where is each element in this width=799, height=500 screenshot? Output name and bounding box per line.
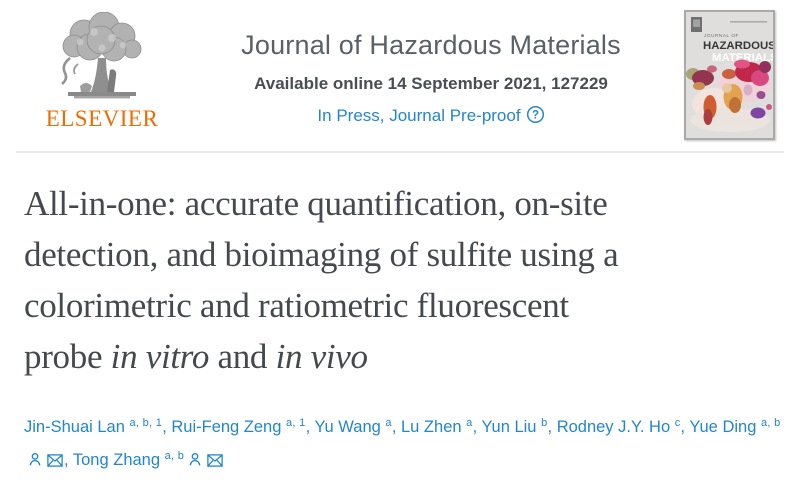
title-italic-segment: in vitro [110, 337, 210, 376]
author-affiliation-sup: a, b [164, 450, 185, 462]
journal-header: Journal of Hazardous Materials Available… [178, 10, 684, 129]
envelope-icon[interactable] [207, 454, 223, 467]
journal-title: Journal of Hazardous Materials [241, 30, 621, 60]
author-affiliation-sup: b [541, 417, 548, 429]
article-title-line: All-in-one: accurate quantification, on-… [24, 178, 779, 229]
header-divider [16, 151, 784, 153]
inpress-row: In Press, Journal Pre-proof? [178, 105, 684, 129]
author-affiliation-sup: a, 1 [286, 417, 306, 429]
author-link[interactable]: Rodney J.Y. Ho [556, 418, 671, 436]
author-link[interactable]: Yu Wang [314, 418, 381, 436]
author-link[interactable]: Rui-Feng Zeng [171, 418, 282, 436]
author-link[interactable]: Tong Zhang [72, 451, 161, 469]
title-segment: All-in-one: accurate quantification, on-… [24, 184, 608, 223]
journal-cover-thumbnail[interactable]: JOURNAL OF HAZARDOUS MATERIALS [684, 10, 775, 140]
envelope-icon[interactable] [47, 454, 63, 467]
elsevier-wordmark: ELSEVIER [45, 106, 159, 131]
svg-text:HAZARDOUS: HAZARDOUS [703, 40, 773, 52]
article-title: All-in-one: accurate quantification, on-… [24, 178, 779, 382]
availability-line: Available online 14 September 2021, 1272… [254, 74, 608, 93]
author-affiliation-sup: a [385, 417, 392, 429]
author-affiliation-sup: a, b [760, 417, 781, 429]
question-circle-icon[interactable]: ? [526, 105, 545, 128]
svg-text:JOURNAL OF: JOURNAL OF [704, 33, 739, 38]
article-title-line: detection, and bioimaging of sulfite usi… [24, 229, 779, 280]
cover-world-map [686, 59, 772, 132]
elsevier-logo[interactable]: ELSEVIER [26, 10, 178, 132]
person-icon[interactable] [188, 452, 202, 467]
svg-text:?: ? [532, 110, 539, 122]
title-segment: and [209, 337, 276, 376]
inpress-link[interactable]: In Press, Journal Pre-proof [317, 106, 521, 125]
page-header: ELSEVIER Journal of Hazardous Materials … [0, 0, 799, 140]
author-link[interactable]: Yue Ding [689, 418, 757, 436]
author-affiliation-sup: a, b, 1 [129, 417, 163, 429]
title-segment: colorimetric and ratiometric fluorescent [24, 286, 569, 325]
author-link[interactable]: Jin-Shuai Lan [24, 418, 125, 436]
author-affiliation-sup: c [674, 417, 681, 429]
cover-column: JOURNAL OF HAZARDOUS MATERIALS [684, 10, 787, 140]
svg-text:MATERIALS: MATERIALS [712, 52, 773, 64]
author-list: Jin-Shuai Lan a, b, 1, Rui-Feng Zeng a, … [24, 417, 781, 469]
author-link[interactable]: Lu Zhen [401, 418, 462, 436]
article-title-line: colorimetric and ratiometric fluorescent [24, 280, 779, 331]
elsevier-tree-icon [26, 12, 178, 104]
title-italic-segment: in vivo [275, 337, 368, 376]
author-link[interactable]: Yun Liu [481, 418, 537, 436]
title-segment: probe [24, 337, 111, 376]
author-affiliation-sup: a [466, 417, 473, 429]
title-segment: detection, and bioimaging of sulfite usi… [24, 235, 619, 274]
article-title-line: probe in vitro and in vivo [24, 331, 779, 382]
person-icon[interactable] [28, 452, 42, 467]
